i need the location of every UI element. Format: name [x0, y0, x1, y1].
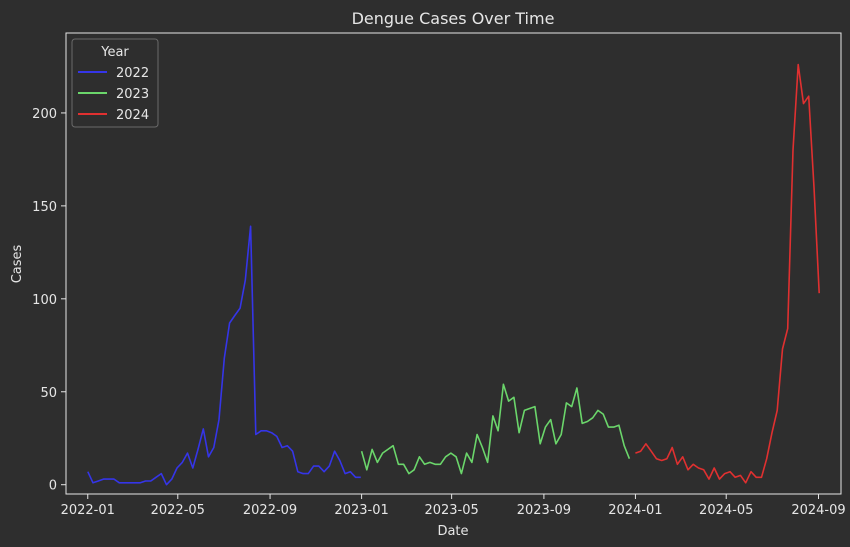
x-tick-label: 2023-05: [424, 503, 478, 518]
plot-area: [65, 32, 842, 495]
series-line-2022: [87, 225, 361, 486]
y-tick-label: 50: [40, 386, 57, 401]
series-group: [87, 63, 820, 486]
series-line-2024: [635, 63, 820, 484]
chart-title: Dengue Cases Over Time: [352, 9, 555, 28]
y-tick-label: 0: [49, 479, 57, 494]
x-tick-label: 2022-05: [151, 503, 205, 518]
x-tick-label: 2022-01: [61, 503, 115, 518]
legend-title: Year: [100, 45, 129, 60]
x-tick-label: 2024-01: [608, 503, 662, 518]
legend-label-2022: 2022: [116, 66, 149, 81]
y-tick-label: 200: [32, 107, 57, 122]
legend-label-2023: 2023: [116, 87, 149, 102]
series-line-2023: [360, 383, 631, 475]
x-tick-label: 2023-09: [517, 503, 571, 518]
x-tick-label: 2024-09: [791, 503, 845, 518]
y-tick-label: 150: [32, 200, 57, 215]
y-axis-label: Cases: [10, 244, 25, 283]
legend-box: [71, 38, 159, 128]
y-tick-label: 100: [32, 293, 57, 308]
legend-label-2024: 2024: [116, 108, 149, 123]
x-tick-label: 2023-01: [334, 503, 388, 518]
x-tick-label: 2022-09: [243, 503, 297, 518]
y-axis-ticks: 0 50 100 150 200: [32, 107, 66, 494]
legend: Year 2022 2023 2024: [71, 38, 159, 128]
x-tick-label: 2024-05: [699, 503, 753, 518]
x-axis-label: Date: [437, 524, 468, 539]
x-axis-ticks: 2022-01 2022-05 2022-09 2023-01 2023-05 2023-…: [61, 494, 846, 518]
